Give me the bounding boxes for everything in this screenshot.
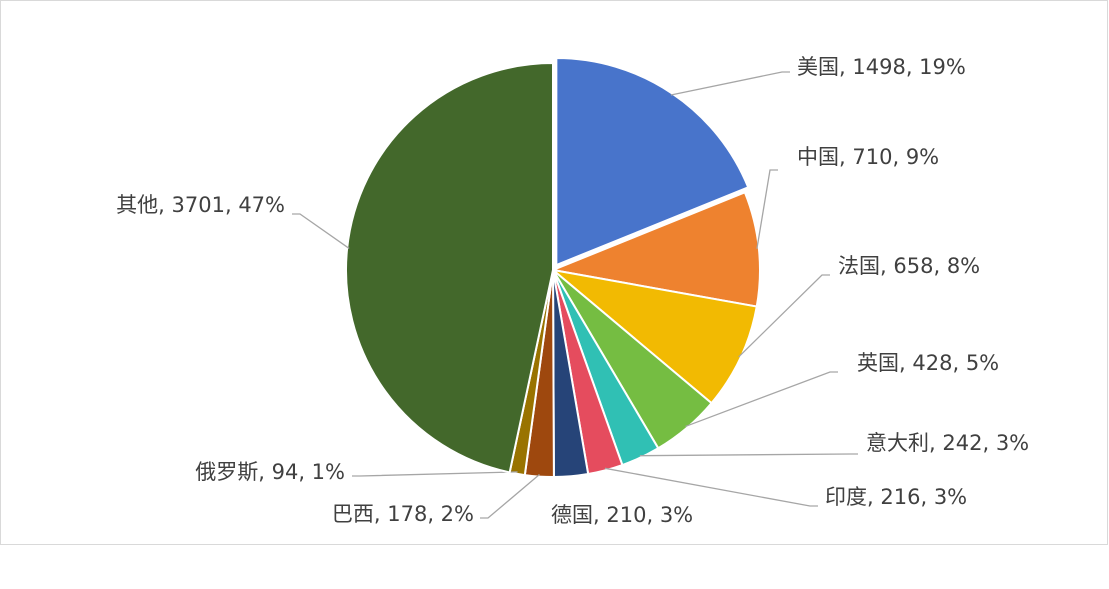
label-category: 美国 xyxy=(797,55,839,79)
label-sep: , xyxy=(906,55,919,79)
label-percent: 3% xyxy=(660,503,693,527)
label-percent: 47% xyxy=(238,193,285,217)
label-percent: 3% xyxy=(934,485,967,509)
data-label: 英国, 428, 5% xyxy=(857,351,999,375)
label-percent: 9% xyxy=(906,145,939,169)
label-percent: 8% xyxy=(947,254,980,278)
label-category: 德国 xyxy=(551,503,593,527)
label-percent: 1% xyxy=(312,460,345,484)
label-category: 法国 xyxy=(838,254,880,278)
label-category: 英国 xyxy=(857,351,899,375)
label-category: 意大利 xyxy=(866,431,929,455)
label-sep: , xyxy=(929,431,942,455)
label-category: 俄罗斯 xyxy=(195,460,258,484)
label-value: 216 xyxy=(880,485,920,509)
label-value: 94 xyxy=(272,460,299,484)
label-sep: , xyxy=(298,460,311,484)
data-label: 俄罗斯, 94, 1% xyxy=(195,460,345,484)
label-category: 巴西 xyxy=(332,502,374,526)
label-sep: , xyxy=(892,145,905,169)
leader-line xyxy=(480,474,540,519)
label-sep: , xyxy=(982,431,995,455)
label-sep: , xyxy=(899,351,912,375)
label-sep: , xyxy=(933,254,946,278)
label-value: 658 xyxy=(893,254,933,278)
data-label: 中国, 710, 9% xyxy=(797,145,939,169)
label-value: 178 xyxy=(387,502,427,526)
leader-line xyxy=(639,453,858,457)
label-value: 428 xyxy=(912,351,952,375)
data-label: 巴西, 178, 2% xyxy=(332,502,474,526)
pie-slice xyxy=(345,61,554,474)
data-label: 其他, 3701, 47% xyxy=(116,193,285,217)
label-value: 242 xyxy=(942,431,982,455)
label-sep: , xyxy=(920,485,933,509)
leader-line xyxy=(352,471,518,477)
label-percent: 5% xyxy=(966,351,999,375)
label-sep: , xyxy=(374,502,387,526)
label-value: 210 xyxy=(606,503,646,527)
label-category: 印度 xyxy=(825,485,867,509)
leader-line xyxy=(604,467,818,507)
label-sep: , xyxy=(593,503,606,527)
leader-line xyxy=(685,371,838,428)
label-category: 中国 xyxy=(797,145,839,169)
label-value: 3701 xyxy=(172,193,225,217)
data-label: 德国, 210, 3% xyxy=(551,503,693,527)
label-sep: , xyxy=(258,460,271,484)
label-sep: , xyxy=(427,502,440,526)
label-sep: , xyxy=(158,193,171,217)
label-percent: 3% xyxy=(996,431,1029,455)
label-percent: 2% xyxy=(441,502,474,526)
label-sep: , xyxy=(880,254,893,278)
pie-slice xyxy=(549,191,761,308)
label-sep: , xyxy=(646,503,659,527)
data-label: 法国, 658, 8% xyxy=(838,254,980,278)
label-sep: , xyxy=(839,145,852,169)
label-sep: , xyxy=(225,193,238,217)
data-label: 美国, 1498, 19% xyxy=(797,55,966,79)
label-percent: 19% xyxy=(919,55,966,79)
label-category: 其他 xyxy=(116,193,158,217)
label-value: 710 xyxy=(852,145,892,169)
data-label: 意大利, 242, 3% xyxy=(866,431,1029,455)
leader-line xyxy=(670,71,790,96)
label-sep: , xyxy=(839,55,852,79)
pie-slice xyxy=(549,268,758,405)
pie-slice xyxy=(555,57,750,267)
label-sep: , xyxy=(952,351,965,375)
label-value: 1498 xyxy=(852,55,905,79)
label-sep: , xyxy=(867,485,880,509)
leader-line xyxy=(292,213,350,249)
leader-line xyxy=(738,274,830,358)
data-label: 印度, 216, 3% xyxy=(825,485,967,509)
leader-line xyxy=(756,169,778,249)
